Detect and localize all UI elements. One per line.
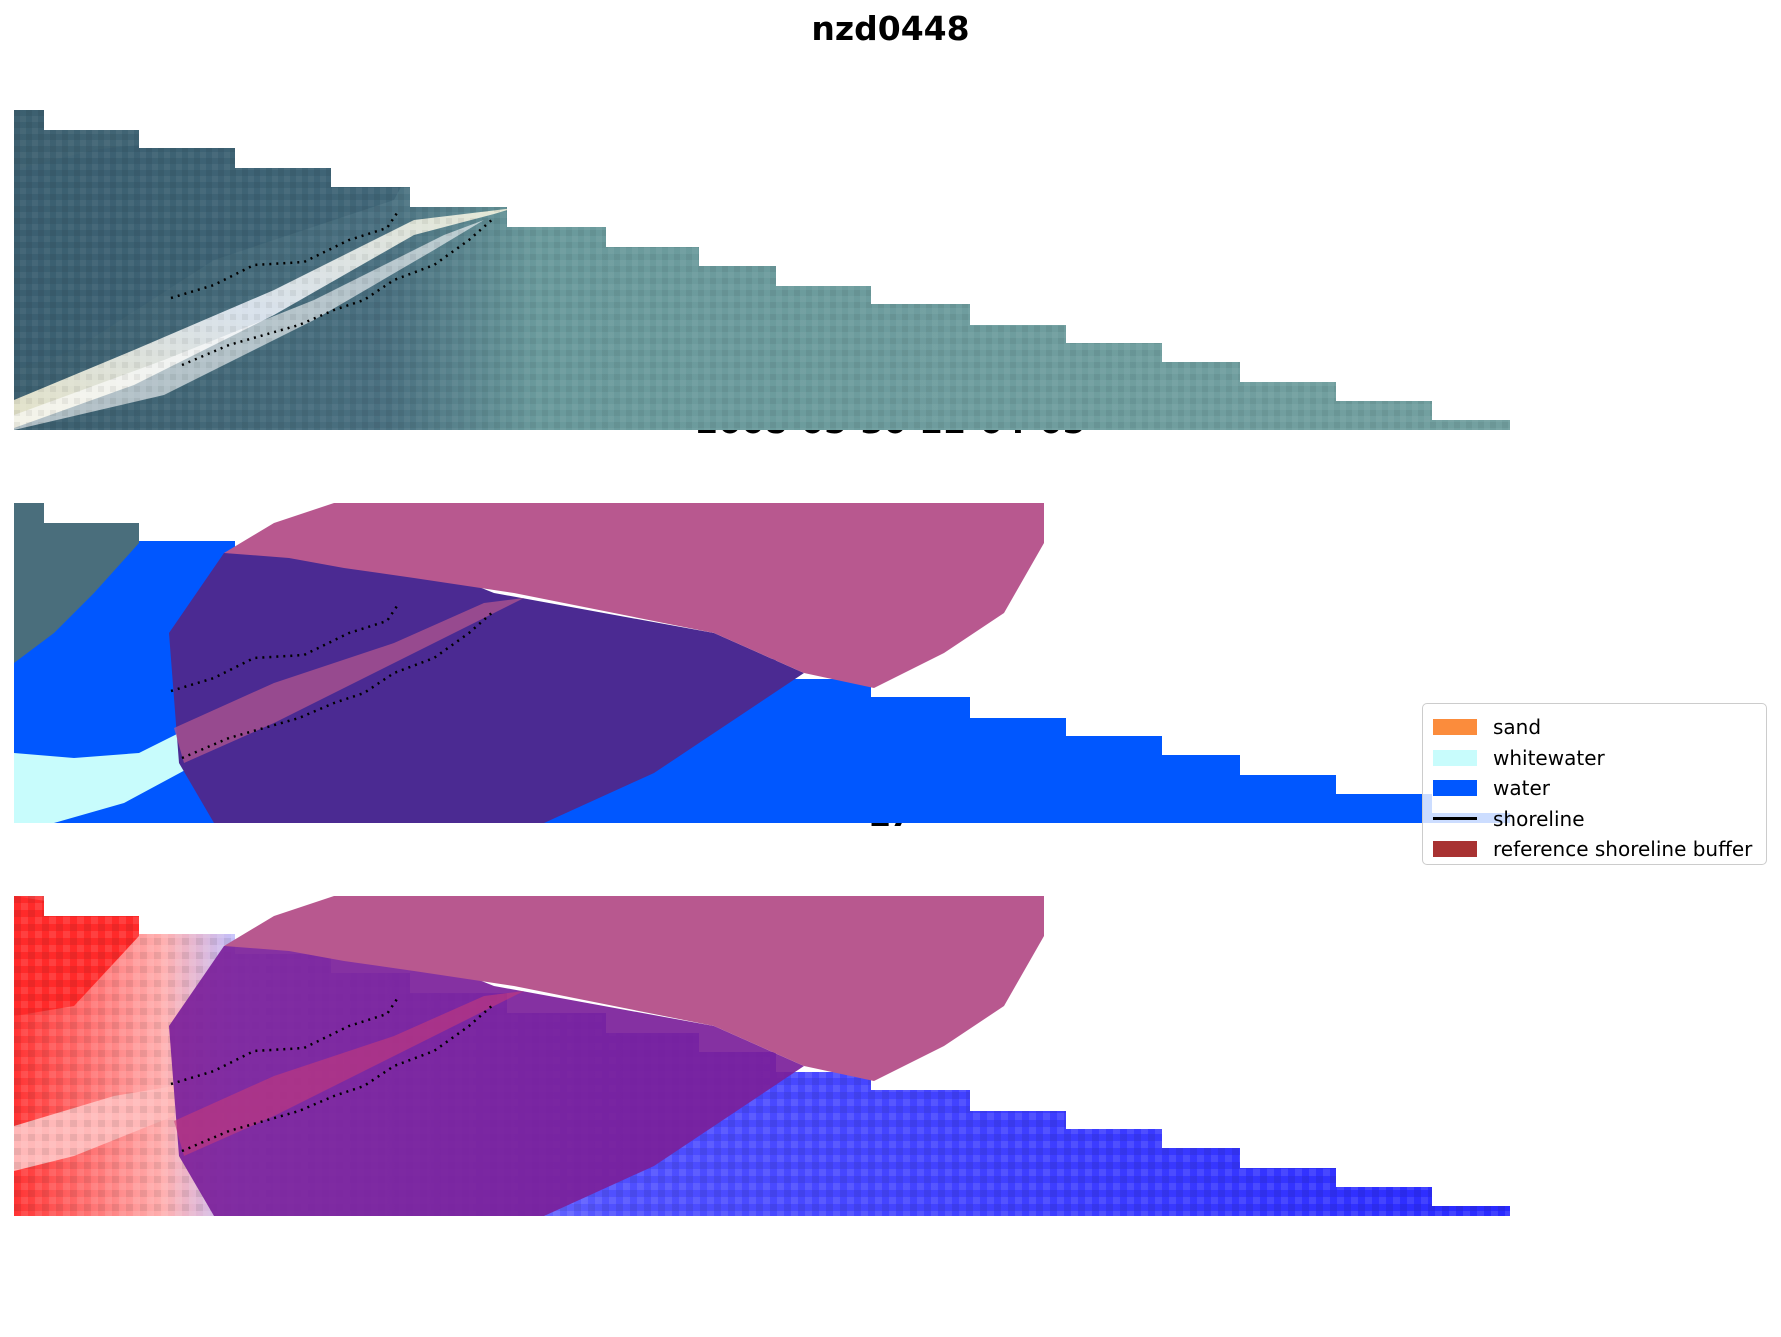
whitewater-swatch — [1433, 749, 1477, 766]
classified-image-panel — [14, 503, 1510, 823]
sand-swatch — [1433, 719, 1477, 736]
legend-label: sand — [1493, 715, 1542, 740]
reference-buffer-on-water — [169, 553, 804, 823]
panel-title-rgb: nzd0448 — [811, 9, 970, 48]
legend-label: water — [1493, 776, 1550, 801]
shoreline-line-swatch — [1433, 817, 1477, 821]
legend-item-water: water — [1433, 773, 1756, 804]
index-image-panel — [14, 896, 1510, 1216]
reference-buffer-outside — [224, 503, 1044, 688]
legend-item-sand: sand — [1433, 712, 1756, 743]
rgb-image-panel — [14, 110, 1510, 430]
legend-label: shoreline — [1493, 806, 1585, 831]
legend-item-reference-buffer: reference shoreline buffer — [1433, 834, 1756, 865]
legend-item-whitewater: whitewater — [1433, 743, 1756, 774]
reference-buffer-swatch — [1433, 841, 1477, 858]
legend-label: reference shoreline buffer — [1493, 837, 1753, 862]
water-swatch — [1433, 780, 1477, 797]
legend-item-shoreline: shoreline — [1433, 804, 1756, 835]
legend-label: whitewater — [1493, 745, 1605, 770]
legend: sand whitewater water shoreline referenc… — [1422, 703, 1767, 865]
